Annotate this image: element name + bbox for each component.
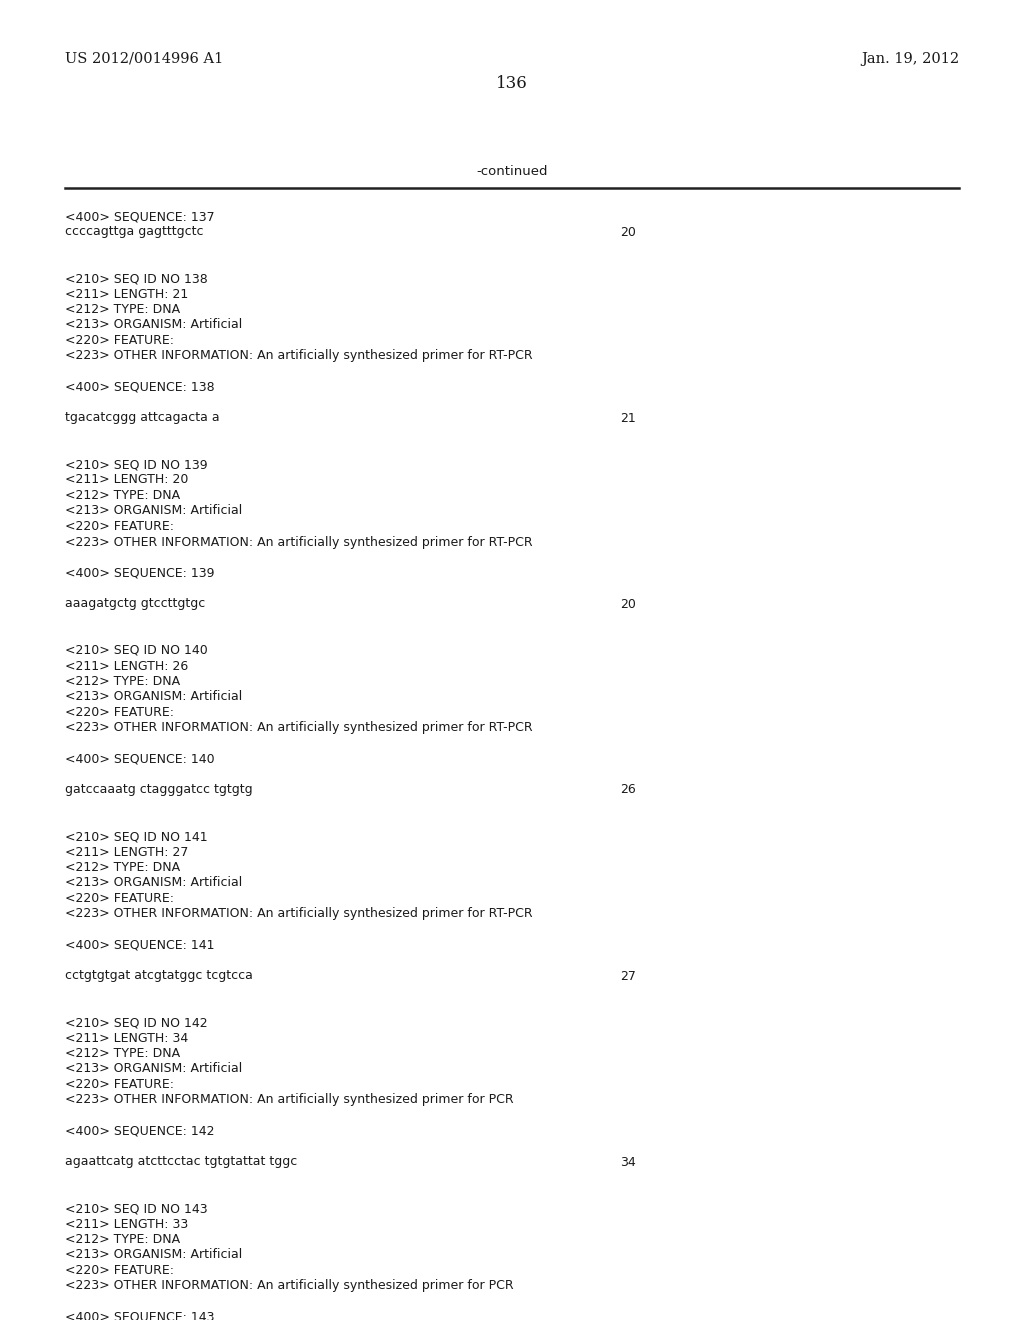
Text: tgacatcggg attcagacta a: tgacatcggg attcagacta a bbox=[65, 412, 219, 425]
Text: agaattcatg atcttcctac tgtgtattat tggc: agaattcatg atcttcctac tgtgtattat tggc bbox=[65, 1155, 297, 1168]
Text: 136: 136 bbox=[496, 75, 528, 92]
Text: <220> FEATURE:: <220> FEATURE: bbox=[65, 1078, 174, 1092]
Text: <400> SEQUENCE: 137: <400> SEQUENCE: 137 bbox=[65, 210, 215, 223]
Text: 21: 21 bbox=[620, 412, 636, 425]
Text: <211> LENGTH: 21: <211> LENGTH: 21 bbox=[65, 288, 188, 301]
Text: -continued: -continued bbox=[476, 165, 548, 178]
Text: aaagatgctg gtccttgtgc: aaagatgctg gtccttgtgc bbox=[65, 598, 205, 610]
Text: <212> TYPE: DNA: <212> TYPE: DNA bbox=[65, 1233, 180, 1246]
Text: <211> LENGTH: 27: <211> LENGTH: 27 bbox=[65, 846, 188, 858]
Text: <213> ORGANISM: Artificial: <213> ORGANISM: Artificial bbox=[65, 504, 243, 517]
Text: <223> OTHER INFORMATION: An artificially synthesized primer for PCR: <223> OTHER INFORMATION: An artificially… bbox=[65, 1093, 514, 1106]
Text: US 2012/0014996 A1: US 2012/0014996 A1 bbox=[65, 51, 223, 66]
Text: <220> FEATURE:: <220> FEATURE: bbox=[65, 892, 174, 906]
Text: <212> TYPE: DNA: <212> TYPE: DNA bbox=[65, 304, 180, 315]
Text: <223> OTHER INFORMATION: An artificially synthesized primer for PCR: <223> OTHER INFORMATION: An artificially… bbox=[65, 1279, 514, 1292]
Text: <220> FEATURE:: <220> FEATURE: bbox=[65, 334, 174, 347]
Text: <210> SEQ ID NO 140: <210> SEQ ID NO 140 bbox=[65, 644, 208, 657]
Text: <210> SEQ ID NO 138: <210> SEQ ID NO 138 bbox=[65, 272, 208, 285]
Text: <220> FEATURE:: <220> FEATURE: bbox=[65, 706, 174, 719]
Text: <212> TYPE: DNA: <212> TYPE: DNA bbox=[65, 675, 180, 688]
Text: <220> FEATURE:: <220> FEATURE: bbox=[65, 1265, 174, 1276]
Text: <400> SEQUENCE: 141: <400> SEQUENCE: 141 bbox=[65, 939, 214, 952]
Text: <400> SEQUENCE: 139: <400> SEQUENCE: 139 bbox=[65, 566, 214, 579]
Text: 20: 20 bbox=[620, 598, 636, 610]
Text: <213> ORGANISM: Artificial: <213> ORGANISM: Artificial bbox=[65, 318, 243, 331]
Text: <400> SEQUENCE: 143: <400> SEQUENCE: 143 bbox=[65, 1311, 214, 1320]
Text: <210> SEQ ID NO 139: <210> SEQ ID NO 139 bbox=[65, 458, 208, 471]
Text: 20: 20 bbox=[620, 226, 636, 239]
Text: <213> ORGANISM: Artificial: <213> ORGANISM: Artificial bbox=[65, 1063, 243, 1076]
Text: <212> TYPE: DNA: <212> TYPE: DNA bbox=[65, 1047, 180, 1060]
Text: Jan. 19, 2012: Jan. 19, 2012 bbox=[861, 51, 959, 66]
Text: cctgtgtgat atcgtatggc tcgtcca: cctgtgtgat atcgtatggc tcgtcca bbox=[65, 969, 253, 982]
Text: 27: 27 bbox=[620, 969, 636, 982]
Text: <210> SEQ ID NO 142: <210> SEQ ID NO 142 bbox=[65, 1016, 208, 1030]
Text: <400> SEQUENCE: 140: <400> SEQUENCE: 140 bbox=[65, 752, 215, 766]
Text: <210> SEQ ID NO 141: <210> SEQ ID NO 141 bbox=[65, 830, 208, 843]
Text: <211> LENGTH: 34: <211> LENGTH: 34 bbox=[65, 1031, 188, 1044]
Text: <211> LENGTH: 20: <211> LENGTH: 20 bbox=[65, 474, 188, 487]
Text: <213> ORGANISM: Artificial: <213> ORGANISM: Artificial bbox=[65, 690, 243, 704]
Text: <220> FEATURE:: <220> FEATURE: bbox=[65, 520, 174, 533]
Text: 34: 34 bbox=[620, 1155, 636, 1168]
Text: <212> TYPE: DNA: <212> TYPE: DNA bbox=[65, 861, 180, 874]
Text: <213> ORGANISM: Artificial: <213> ORGANISM: Artificial bbox=[65, 876, 243, 890]
Text: <213> ORGANISM: Artificial: <213> ORGANISM: Artificial bbox=[65, 1249, 243, 1262]
Text: <211> LENGTH: 33: <211> LENGTH: 33 bbox=[65, 1217, 188, 1230]
Text: <400> SEQUENCE: 142: <400> SEQUENCE: 142 bbox=[65, 1125, 214, 1138]
Text: <210> SEQ ID NO 143: <210> SEQ ID NO 143 bbox=[65, 1203, 208, 1214]
Text: <223> OTHER INFORMATION: An artificially synthesized primer for RT-PCR: <223> OTHER INFORMATION: An artificially… bbox=[65, 722, 532, 734]
Text: <212> TYPE: DNA: <212> TYPE: DNA bbox=[65, 488, 180, 502]
Text: ccccagttga gagtttgctc: ccccagttga gagtttgctc bbox=[65, 226, 204, 239]
Text: <211> LENGTH: 26: <211> LENGTH: 26 bbox=[65, 660, 188, 672]
Text: <400> SEQUENCE: 138: <400> SEQUENCE: 138 bbox=[65, 380, 215, 393]
Text: <223> OTHER INFORMATION: An artificially synthesized primer for RT-PCR: <223> OTHER INFORMATION: An artificially… bbox=[65, 536, 532, 549]
Text: 26: 26 bbox=[620, 784, 636, 796]
Text: gatccaaatg ctagggatcc tgtgtg: gatccaaatg ctagggatcc tgtgtg bbox=[65, 784, 253, 796]
Text: <223> OTHER INFORMATION: An artificially synthesized primer for RT-PCR: <223> OTHER INFORMATION: An artificially… bbox=[65, 908, 532, 920]
Text: <223> OTHER INFORMATION: An artificially synthesized primer for RT-PCR: <223> OTHER INFORMATION: An artificially… bbox=[65, 350, 532, 363]
